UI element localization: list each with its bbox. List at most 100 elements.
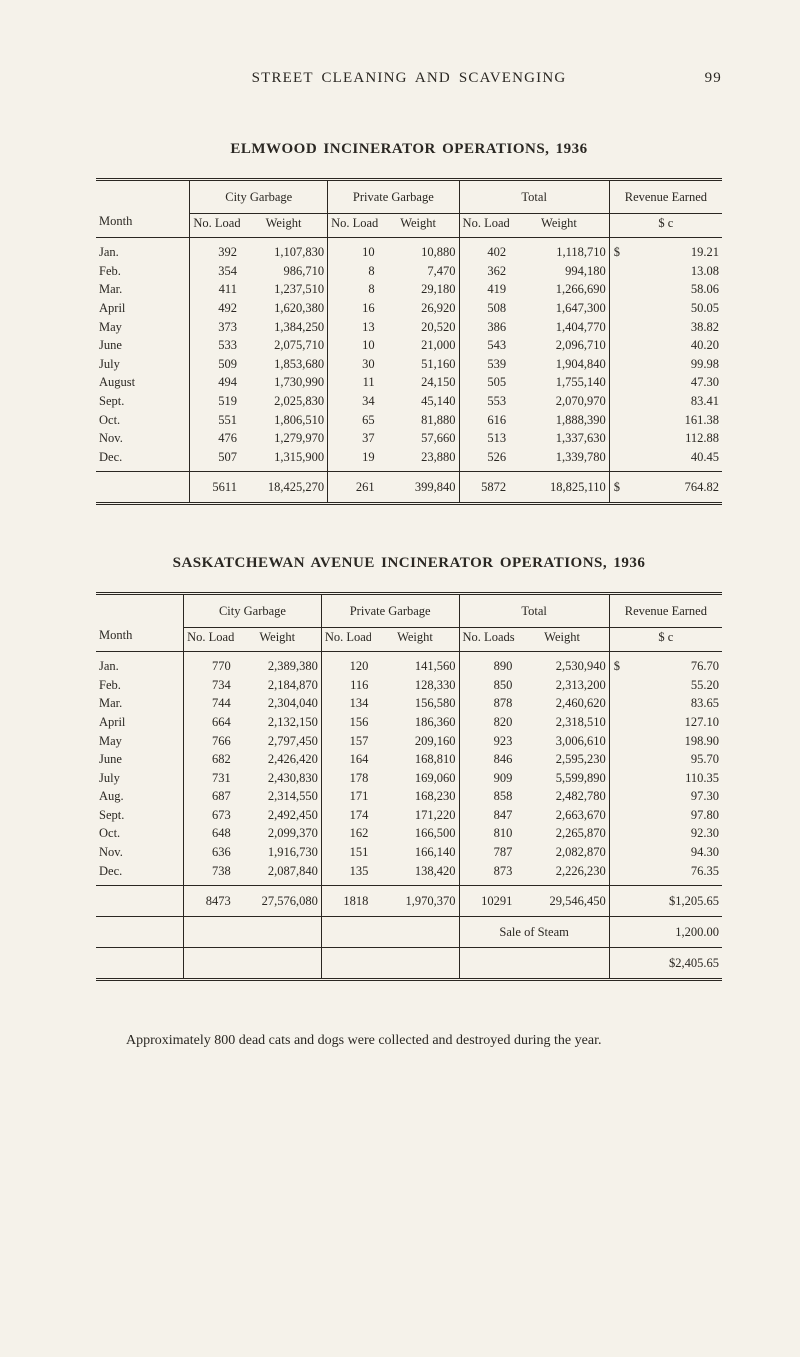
cell-tot-loads: 402 <box>459 238 509 262</box>
cell-priv-loads: 116 <box>321 675 371 694</box>
table2-grand-body: $2,405.65 <box>96 947 722 978</box>
cell-tot-loads: 419 <box>459 280 509 299</box>
t2-total-tW: 29,546,450 <box>515 885 609 916</box>
table-row: May7662,797,450157209,1609233,006,610198… <box>96 731 722 750</box>
hdr-city: City Garbage <box>190 181 328 214</box>
cell-priv-weight: 209,160 <box>371 731 459 750</box>
cell-revenue: 94.30 <box>609 843 722 862</box>
cell-city-loads: 664 <box>184 713 234 732</box>
cell-city-loads: 731 <box>184 768 234 787</box>
hdr-private: Private Garbage <box>328 181 459 214</box>
cell-city-weight: 1,916,730 <box>234 843 322 862</box>
cell-priv-weight: 23,880 <box>378 448 459 472</box>
cell-tot-weight: 2,530,940 <box>515 652 609 676</box>
cell-priv-weight: 29,180 <box>378 280 459 299</box>
hdr2-city: City Garbage <box>184 595 322 628</box>
cell-tot-loads: 878 <box>459 694 515 713</box>
t2-total-cL: 8473 <box>184 885 234 916</box>
cell-priv-weight: 21,000 <box>378 336 459 355</box>
cell-city-weight: 1,315,900 <box>240 448 328 472</box>
cell-priv-loads: 157 <box>321 731 371 750</box>
cell-tot-weight: 2,595,230 <box>515 750 609 769</box>
hdr-city-weight: Weight <box>240 214 328 238</box>
table-row: Dec.5071,315,9001923,8805261,339,78040.4… <box>96 448 722 472</box>
cell-priv-loads: 65 <box>328 410 378 429</box>
cell-tot-weight: 1,404,770 <box>509 317 609 336</box>
cell-city-loads: 551 <box>190 410 240 429</box>
t2-total-tL: 10291 <box>459 885 515 916</box>
cell-tot-weight: 1,647,300 <box>509 299 609 318</box>
cell-priv-loads: 164 <box>321 750 371 769</box>
cell-revenue: 50.05 <box>609 299 722 318</box>
cell-tot-weight: 1,118,710 <box>509 238 609 262</box>
cell-tot-weight: 1,904,840 <box>509 355 609 374</box>
cell-priv-weight: 128,330 <box>371 675 459 694</box>
hdr-rev-unit: $ c <box>609 214 722 238</box>
cell-priv-weight: 169,060 <box>371 768 459 787</box>
table2-grand-row: $2,405.65 <box>96 947 722 978</box>
table2-frame: Month City Garbage Private Garbage Total… <box>96 592 722 981</box>
running-title: STREET CLEANING AND SCAVENGING <box>132 70 686 87</box>
cell-priv-weight: 166,140 <box>371 843 459 862</box>
cell-revenue: 13.08 <box>609 262 722 281</box>
cell-tot-weight: 1,266,690 <box>509 280 609 299</box>
t1-total-cL: 5611 <box>190 471 240 502</box>
cell-priv-weight: 141,560 <box>371 652 459 676</box>
cell-month: Feb. <box>96 262 190 281</box>
cell-priv-loads: 174 <box>321 806 371 825</box>
cell-city-weight: 2,075,710 <box>240 336 328 355</box>
cell-priv-weight: 20,520 <box>378 317 459 336</box>
cell-month: Oct. <box>96 410 190 429</box>
table2-extra-row: Sale of Steam 1,200.00 <box>96 916 722 947</box>
cell-city-loads: 507 <box>190 448 240 472</box>
hdr-tot-weight: Weight <box>509 214 609 238</box>
t1-total-month <box>96 471 190 502</box>
cell-priv-loads: 30 <box>328 355 378 374</box>
cell-priv-weight: 166,500 <box>371 824 459 843</box>
cell-tot-loads: 513 <box>459 429 509 448</box>
cell-tot-loads: 539 <box>459 355 509 374</box>
cell-revenue: 112.88 <box>609 429 722 448</box>
cell-revenue: 95.70 <box>609 750 722 769</box>
cell-tot-weight: 2,082,870 <box>515 843 609 862</box>
table-row: Nov.4761,279,9703757,6605131,337,630112.… <box>96 429 722 448</box>
cell-city-loads: 492 <box>190 299 240 318</box>
cell-city-weight: 1,620,380 <box>240 299 328 318</box>
cell-city-loads: 687 <box>184 787 234 806</box>
table-row: Oct.5511,806,5106581,8806161,888,390161.… <box>96 410 722 429</box>
cell-tot-weight: 2,226,230 <box>515 861 609 885</box>
cell-city-loads: 519 <box>190 392 240 411</box>
cell-priv-loads: 37 <box>328 429 378 448</box>
cell-city-loads: 673 <box>184 806 234 825</box>
t2-grand-value: $2,405.65 <box>609 947 722 978</box>
running-header: STREET CLEANING AND SCAVENGING 99 <box>96 70 722 87</box>
cell-month: Mar. <box>96 694 184 713</box>
cell-priv-weight: 156,580 <box>371 694 459 713</box>
cell-revenue: 83.65 <box>609 694 722 713</box>
hdr2-tot-loads: No. Loads <box>459 627 515 651</box>
cell-city-weight: 1,853,680 <box>240 355 328 374</box>
t1-total-pL: 261 <box>328 471 378 502</box>
table1-total-body: 5611 18,425,270 261 399,840 5872 18,825,… <box>96 471 722 502</box>
cell-tot-weight: 1,339,780 <box>509 448 609 472</box>
cell-month: July <box>96 768 184 787</box>
cell-city-weight: 2,132,150 <box>234 713 322 732</box>
table-row: Oct.6482,099,370162166,5008102,265,87092… <box>96 824 722 843</box>
t1-total-rev: $764.82 <box>609 471 722 502</box>
cell-priv-loads: 135 <box>321 861 371 885</box>
cell-tot-loads: 847 <box>459 806 515 825</box>
cell-month: April <box>96 713 184 732</box>
cell-priv-loads: 171 <box>321 787 371 806</box>
cell-month: Sept. <box>96 806 184 825</box>
cell-city-weight: 2,025,830 <box>240 392 328 411</box>
cell-city-weight: 2,797,450 <box>234 731 322 750</box>
table-row: June5332,075,7101021,0005432,096,71040.2… <box>96 336 722 355</box>
cell-tot-loads: 810 <box>459 824 515 843</box>
cell-tot-loads: 508 <box>459 299 509 318</box>
hdr-tot-loads: No. Loads <box>459 214 509 238</box>
cell-month: April <box>96 299 190 318</box>
table-row: August4941,730,9901124,1505051,755,14047… <box>96 373 722 392</box>
hdr2-priv-weight: Weight <box>371 627 459 651</box>
cell-priv-loads: 10 <box>328 238 378 262</box>
cell-city-loads: 373 <box>190 317 240 336</box>
